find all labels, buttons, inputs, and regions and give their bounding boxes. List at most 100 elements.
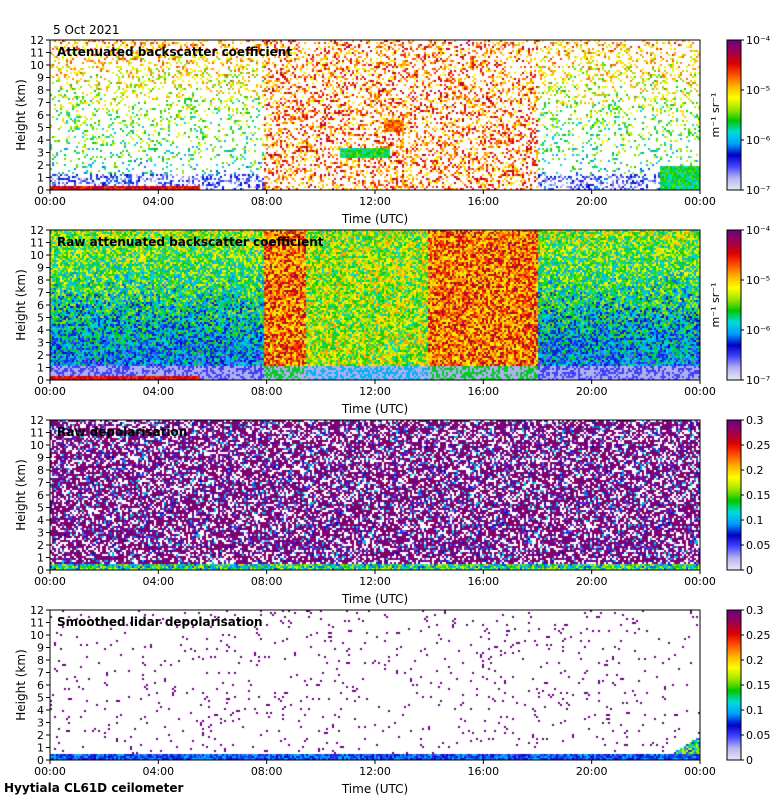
- x-tick-label: 00:00: [34, 195, 66, 208]
- x-tick-label: 04:00: [142, 195, 174, 208]
- y-tick-label: 0: [37, 374, 44, 387]
- colorbar-gradient: [727, 230, 741, 380]
- y-tick-label: 10: [30, 59, 44, 72]
- y-tick-label: 0: [37, 564, 44, 577]
- colorbar-tick-label: 0.05: [746, 729, 771, 742]
- x-tick-label: 16:00: [467, 575, 499, 588]
- y-tick-label: 6: [37, 679, 44, 692]
- colorbar-tick-label: 0.25: [746, 629, 771, 642]
- y-tick-label: 4: [37, 324, 44, 337]
- heatmap-image: [50, 40, 700, 190]
- y-tick-label: 0: [37, 184, 44, 197]
- y-tick-label: 1: [37, 362, 44, 375]
- panel-2: Raw attenuated backscatter coefficient01…: [14, 224, 771, 416]
- colorbar-gradient: [727, 420, 741, 570]
- x-axis-label: Time (UTC): [341, 782, 408, 796]
- y-tick-label: 11: [30, 237, 44, 250]
- y-tick-label: 8: [37, 464, 44, 477]
- x-tick-label: 12:00: [359, 385, 391, 398]
- y-tick-label: 4: [37, 704, 44, 717]
- panel-3: Raw depolarisation0123456789101112Height…: [14, 414, 771, 606]
- colorbar-tick-label: 10⁻⁴: [746, 224, 771, 237]
- x-tick-label: 04:00: [142, 765, 174, 778]
- panel-title: Raw depolarisation: [57, 425, 187, 439]
- y-tick-label: 10: [30, 249, 44, 262]
- x-tick-label: 00:00: [684, 575, 716, 588]
- y-tick-label: 2: [37, 539, 44, 552]
- y-tick-label: 8: [37, 654, 44, 667]
- x-tick-label: 16:00: [467, 385, 499, 398]
- panel-title: Raw attenuated backscatter coefficient: [57, 235, 324, 249]
- y-tick-label: 3: [37, 147, 44, 160]
- y-tick-label: 6: [37, 299, 44, 312]
- heatmap-image: [50, 610, 700, 760]
- y-tick-label: 9: [37, 452, 44, 465]
- y-tick-label: 7: [37, 667, 44, 680]
- y-tick-label: 0: [37, 754, 44, 767]
- x-axis-label: Time (UTC): [341, 212, 408, 226]
- x-tick-label: 00:00: [34, 575, 66, 588]
- x-tick-label: 16:00: [467, 765, 499, 778]
- colorbar-tick-label: 10⁻⁵: [746, 84, 770, 97]
- panel-title: Attenuated backscatter coefficient: [57, 45, 292, 59]
- y-tick-label: 12: [30, 224, 44, 237]
- x-tick-label: 08:00: [251, 385, 283, 398]
- x-tick-label: 08:00: [251, 765, 283, 778]
- colorbar-tick-label: 10⁻⁷: [746, 374, 770, 387]
- y-tick-label: 7: [37, 287, 44, 300]
- y-tick-label: 11: [30, 617, 44, 630]
- colorbar-tick-label: 0.3: [746, 414, 764, 427]
- y-tick-label: 4: [37, 134, 44, 147]
- y-tick-label: 12: [30, 414, 44, 427]
- colorbar-tick-label: 10⁻⁵: [746, 274, 770, 287]
- colorbar-tick-label: 0.3: [746, 604, 764, 617]
- y-tick-label: 5: [37, 122, 44, 135]
- y-tick-label: 11: [30, 427, 44, 440]
- x-axis-label: Time (UTC): [341, 402, 408, 416]
- x-tick-label: 16:00: [467, 195, 499, 208]
- colorbar-tick-label: 10⁻⁶: [746, 324, 771, 337]
- heatmap-image: [50, 420, 700, 570]
- colorbar-unit-label: m⁻¹ sr⁻¹: [709, 93, 722, 138]
- colorbar-tick-label: 10⁻⁶: [746, 134, 771, 147]
- y-tick-label: 7: [37, 97, 44, 110]
- panel-1: Attenuated backscatter coefficient 0 12 345…: [14, 34, 771, 226]
- x-tick-label: 12:00: [359, 575, 391, 588]
- y-tick-label: 2: [37, 729, 44, 742]
- x-tick-label: 08:00: [251, 575, 283, 588]
- colorbar-tick-label: 0: [746, 754, 753, 767]
- x-tick-label: 20:00: [576, 195, 608, 208]
- instrument-label: Hyytiala CL61D ceilometer: [4, 781, 184, 795]
- y-axis-label: Height (km): [14, 269, 28, 340]
- y-tick-label: 6: [37, 489, 44, 502]
- y-tick-label: 2: [37, 159, 44, 172]
- colorbar-gradient: [727, 610, 741, 760]
- colorbar-frame: [726, 39, 742, 191]
- y-tick-label: 11: [30, 47, 44, 60]
- panel-4: Smoothed lidar depolarisation01234567891…: [14, 604, 771, 796]
- x-tick-label: 00:00: [684, 765, 716, 778]
- x-tick-label: 00:00: [684, 195, 716, 208]
- x-axis-label: Time (UTC): [341, 592, 408, 606]
- x-tick-label: 04:00: [142, 575, 174, 588]
- y-tick-label: 6: [37, 109, 44, 122]
- y-tick-label: 12: [30, 34, 44, 47]
- colorbar-tick-label: 0.25: [746, 439, 771, 452]
- x-tick-label: 00:00: [34, 385, 66, 398]
- x-tick-label: 00:00: [34, 765, 66, 778]
- y-tick-label: 9: [37, 642, 44, 655]
- y-tick-label: 4: [37, 514, 44, 527]
- panel-title: Smoothed lidar depolarisation: [57, 615, 263, 629]
- y-tick-label: 7: [37, 477, 44, 490]
- x-tick-label: 08:00: [251, 195, 283, 208]
- y-tick-label: 8: [37, 84, 44, 97]
- colorbar-tick-label: 10⁻⁴: [746, 34, 771, 47]
- x-tick-label: 12:00: [359, 765, 391, 778]
- date-label: 5 Oct 2021: [53, 23, 120, 37]
- colorbar-tick-label: 10⁻⁷: [746, 184, 770, 197]
- x-tick-label: 20:00: [576, 575, 608, 588]
- y-tick-label: 3: [37, 717, 44, 730]
- y-axis-label: Height (km): [14, 79, 28, 150]
- y-tick-label: 3: [37, 337, 44, 350]
- y-tick-label: 1: [37, 742, 44, 755]
